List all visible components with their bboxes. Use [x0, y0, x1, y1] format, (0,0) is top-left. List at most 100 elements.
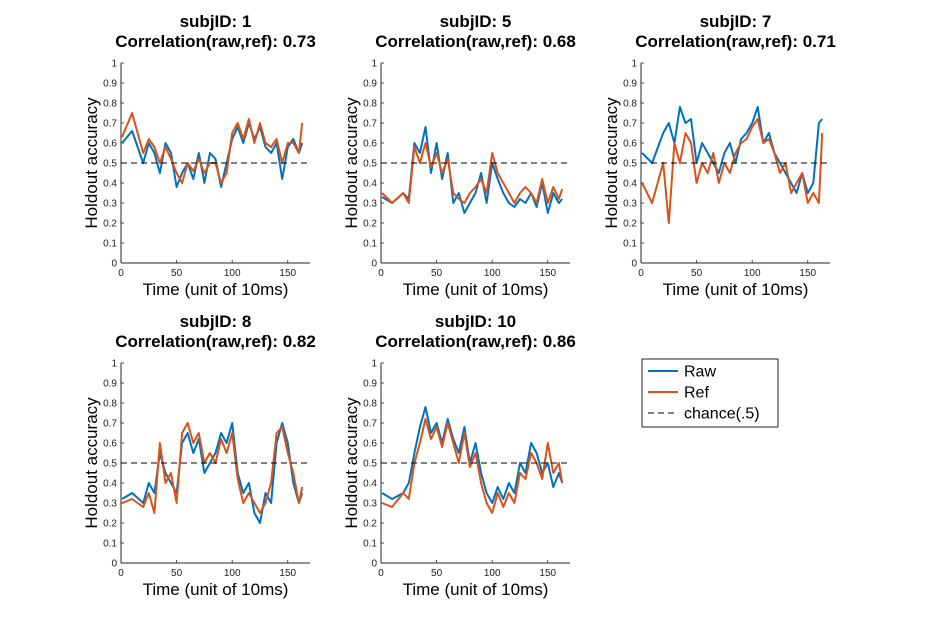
- y-tick-label: 0.3: [623, 199, 637, 210]
- subplot-title-line: Correlation(raw,ref): 0.73: [115, 32, 316, 51]
- y-tick-label: 1: [371, 359, 377, 370]
- x-tick-label: 100: [224, 268, 241, 279]
- y-tick-label: 0.1: [623, 239, 637, 250]
- y-tick-label: 1: [371, 59, 377, 70]
- series-ref-line: [121, 112, 304, 184]
- y-tick-label: 0: [111, 259, 117, 270]
- x-axis-label: Time (unit of 10ms): [663, 280, 809, 299]
- subplot-title-line: subjID: 10: [435, 312, 516, 331]
- x-tick-label: 50: [171, 568, 183, 579]
- subplot-title-line: subjID: 7: [700, 12, 772, 31]
- y-tick-label: 0.7: [623, 119, 637, 130]
- y-tick-label: 0.4: [103, 479, 117, 490]
- y-tick-label: 0.5: [103, 159, 117, 170]
- y-tick-label: 0.9: [363, 379, 377, 390]
- y-tick-label: 1: [111, 359, 117, 370]
- y-axis-label: Holdout accuracy: [602, 97, 621, 229]
- y-tick-label: 0.8: [103, 99, 117, 110]
- y-tick-label: 0.9: [103, 79, 117, 90]
- series-ref-line: [121, 422, 304, 514]
- x-tick-label: 0: [378, 268, 384, 279]
- y-tick-label: 1: [111, 59, 117, 70]
- y-tick-label: 0.1: [103, 539, 117, 550]
- subplot-title-line: Correlation(raw,ref): 0.71: [635, 32, 836, 51]
- y-tick-label: 0.5: [623, 159, 637, 170]
- x-tick-label: 150: [279, 568, 296, 579]
- x-tick-label: 0: [118, 568, 124, 579]
- y-tick-label: 0.3: [103, 199, 117, 210]
- x-axis-label: Time (unit of 10ms): [143, 280, 289, 299]
- y-axis-label: Holdout accuracy: [82, 397, 101, 529]
- series-raw-line: [381, 406, 564, 504]
- x-tick-label: 0: [118, 268, 124, 279]
- y-axis-label: Holdout accuracy: [82, 97, 101, 229]
- y-tick-label: 0.1: [363, 539, 377, 550]
- legend: Raw Ref chance(.5): [641, 358, 779, 428]
- x-axis-label: Time (unit of 10ms): [143, 580, 289, 599]
- x-tick-label: 100: [224, 568, 241, 579]
- y-tick-label: 0.2: [103, 519, 117, 530]
- y-tick-label: 0.5: [103, 459, 117, 470]
- y-tick-label: 0.3: [363, 199, 377, 210]
- y-tick-label: 0.6: [363, 439, 377, 450]
- series-ref-line: [381, 142, 564, 204]
- x-tick-label: 100: [484, 268, 501, 279]
- y-tick-label: 0.1: [363, 239, 377, 250]
- legend-entry-label: chance(.5): [684, 406, 760, 423]
- y-tick-label: 0.2: [103, 219, 117, 230]
- subplot-title-line: subjID: 8: [180, 312, 252, 331]
- y-tick-label: 0: [631, 259, 637, 270]
- series-ref-line: [641, 118, 824, 224]
- x-tick-label: 50: [431, 268, 443, 279]
- x-tick-label: 0: [378, 568, 384, 579]
- y-tick-label: 0.6: [103, 439, 117, 450]
- subplot-title-line: Correlation(raw,ref): 0.86: [375, 332, 576, 351]
- y-tick-label: 0.7: [363, 419, 377, 430]
- x-tick-label: 150: [539, 268, 556, 279]
- y-tick-label: 0.2: [623, 219, 637, 230]
- y-tick-label: 0.5: [363, 159, 377, 170]
- y-tick-label: 0.4: [363, 479, 377, 490]
- x-tick-label: 100: [744, 268, 761, 279]
- x-tick-label: 0: [638, 268, 644, 279]
- y-tick-label: 0.8: [623, 99, 637, 110]
- y-tick-label: 0.9: [363, 79, 377, 90]
- x-tick-label: 50: [171, 268, 183, 279]
- x-tick-label: 150: [279, 268, 296, 279]
- x-tick-label: 100: [484, 568, 501, 579]
- x-tick-label: 150: [799, 268, 816, 279]
- y-tick-label: 0.8: [363, 99, 377, 110]
- y-tick-label: 0.8: [103, 399, 117, 410]
- y-tick-label: 0.6: [103, 139, 117, 150]
- y-axis-label: Holdout accuracy: [342, 397, 361, 529]
- y-tick-label: 0.7: [103, 419, 117, 430]
- y-tick-label: 0.2: [363, 219, 377, 230]
- y-tick-label: 0.9: [623, 79, 637, 90]
- x-tick-label: 50: [431, 568, 443, 579]
- y-tick-label: 0.6: [623, 139, 637, 150]
- y-tick-label: 0.3: [363, 499, 377, 510]
- x-axis-label: Time (unit of 10ms): [403, 280, 549, 299]
- series-raw-line: [641, 106, 823, 194]
- y-axis-label: Holdout accuracy: [342, 97, 361, 229]
- y-tick-label: 0.7: [363, 119, 377, 130]
- subplot-title-line: Correlation(raw,ref): 0.68: [375, 32, 576, 51]
- y-tick-label: 0.1: [103, 239, 117, 250]
- series-raw-line: [121, 122, 304, 188]
- y-tick-label: 0.4: [363, 179, 377, 190]
- y-tick-label: 0.3: [103, 499, 117, 510]
- y-tick-label: 0.2: [363, 519, 377, 530]
- x-tick-label: 150: [539, 568, 556, 579]
- legend-entry-label: Ref: [684, 385, 709, 402]
- y-tick-label: 1: [631, 59, 637, 70]
- y-tick-label: 0.9: [103, 379, 117, 390]
- x-tick-label: 50: [691, 268, 703, 279]
- y-tick-label: 0.4: [623, 179, 637, 190]
- y-tick-label: 0: [371, 559, 377, 570]
